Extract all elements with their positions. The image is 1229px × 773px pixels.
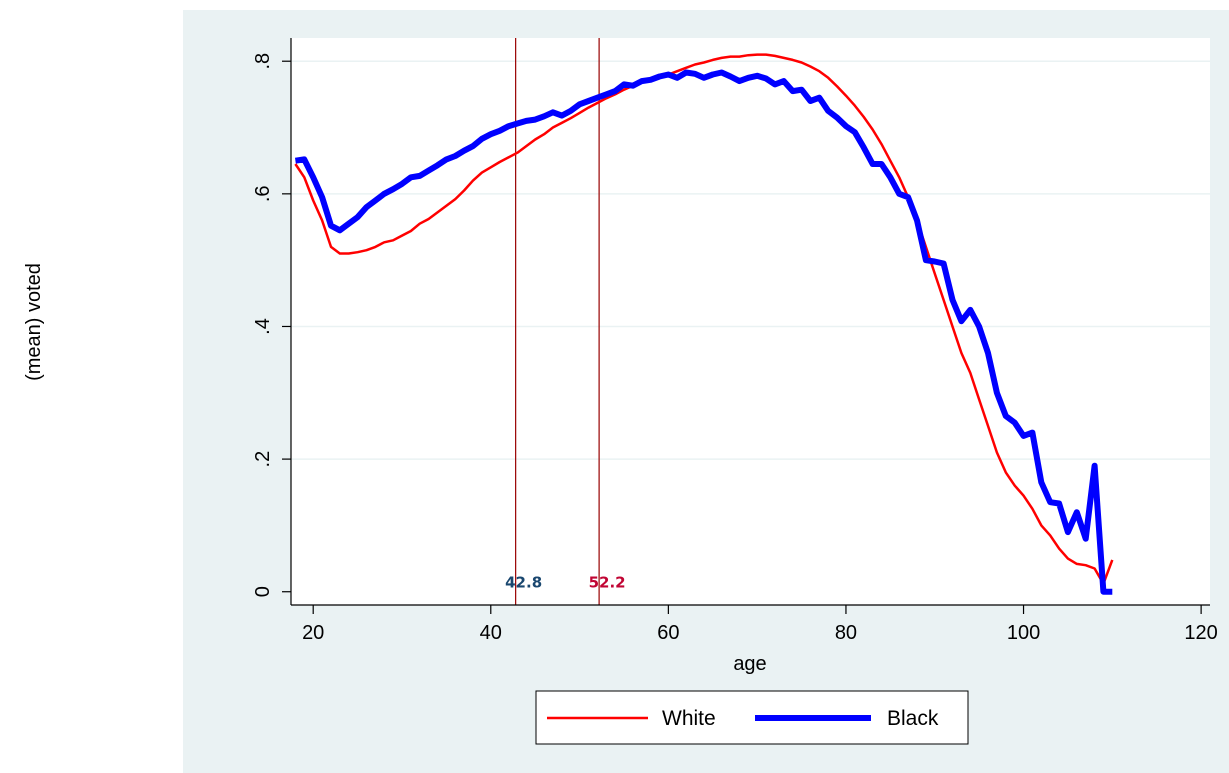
legend: White Black <box>535 690 969 745</box>
x-tick-label: 120 <box>1184 622 1217 644</box>
series-line-white <box>294 53 1114 586</box>
plot-area <box>291 38 1210 605</box>
gridlines <box>291 60 1210 460</box>
reference-line-label: 52.2 <box>589 574 626 592</box>
x-tick-label: 100 <box>1007 622 1040 644</box>
x-ticks: 20 40 60 80 100 120 <box>302 605 1218 644</box>
x-tick-label: 40 <box>480 622 502 644</box>
reference-line-label: 42.8 <box>505 574 542 592</box>
x-axis-title: age <box>733 653 766 675</box>
axes <box>290 38 1210 606</box>
y-tick-label: .2 <box>252 451 274 468</box>
x-tick-label: 60 <box>657 622 679 644</box>
y-ticks: 0 .2 .4 .6 .8 <box>252 53 291 597</box>
y-tick-label: .6 <box>252 185 274 202</box>
reference-lines: 42.8 52.2 <box>505 38 626 605</box>
series-lines <box>294 53 1114 595</box>
y-tick-label: .8 <box>252 53 274 70</box>
legend-label-black: Black <box>887 707 939 730</box>
legend-label-white: White <box>662 707 716 730</box>
series-line-black <box>294 69 1113 595</box>
y-tick-label: 0 <box>252 586 274 597</box>
y-axis-title: (mean) voted <box>23 263 45 381</box>
y-tick-label: .4 <box>252 318 274 335</box>
x-tick-label: 80 <box>835 622 857 644</box>
x-tick-label: 20 <box>302 622 324 644</box>
